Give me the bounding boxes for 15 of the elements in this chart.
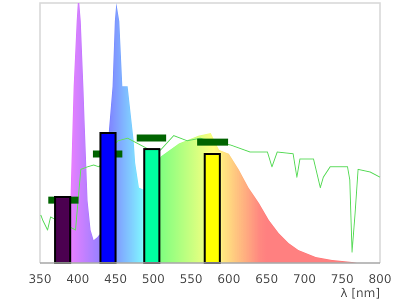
x-tick-label: 750 xyxy=(330,272,354,286)
x-tick-label: 700 xyxy=(292,272,316,286)
x-tick-label: 600 xyxy=(217,272,240,286)
x-tick-label: 800 xyxy=(368,272,392,286)
bar xyxy=(54,196,72,264)
bar xyxy=(99,132,117,264)
x-tick-label: 550 xyxy=(180,272,203,286)
bar xyxy=(204,153,221,264)
x-tick-label: 500 xyxy=(142,272,165,286)
x-tick-label: 400 xyxy=(66,272,90,286)
bar xyxy=(143,148,160,264)
x-tick-label: 350 xyxy=(28,272,52,286)
x-tick-label: 650 xyxy=(255,272,278,286)
x-axis-title: λ [nm] xyxy=(340,286,380,300)
x-tick-label: 450 xyxy=(104,272,128,286)
